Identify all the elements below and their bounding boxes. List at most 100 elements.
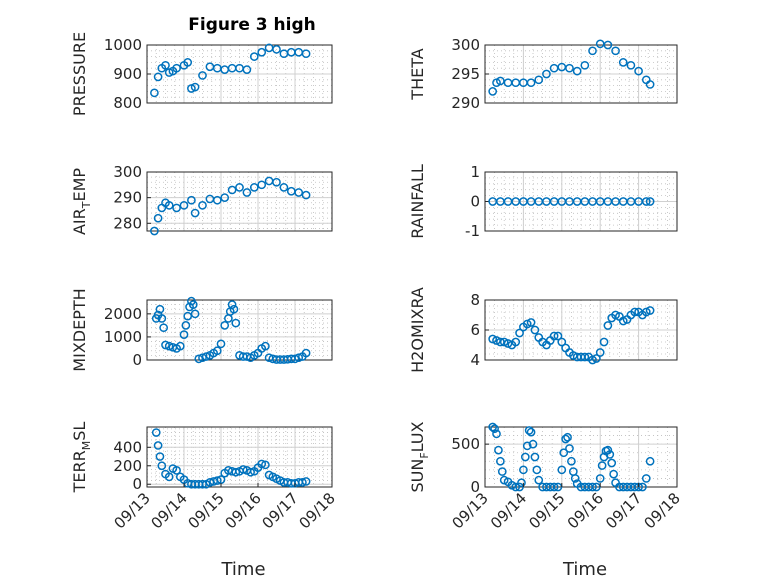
data-point <box>528 439 538 449</box>
data-point <box>609 469 618 479</box>
data-point <box>592 354 601 363</box>
y-axis-label: PRESSURE <box>70 32 89 116</box>
data-point <box>515 328 524 338</box>
data-point <box>157 461 167 471</box>
y-tick-label: 0 <box>470 478 480 496</box>
y-tick-label: 300 <box>113 163 142 181</box>
axes-box <box>146 426 333 488</box>
data-point <box>645 197 655 206</box>
data-point <box>641 474 651 483</box>
y-tick-label: 4 <box>470 351 480 369</box>
data-point <box>588 482 597 492</box>
subplot-mixdepth: 0 1000 2000 MIXDEPTH <box>70 288 333 372</box>
data-point <box>212 346 222 356</box>
y-tick-label: 2000 <box>104 305 142 323</box>
y-tick-label: -1 <box>465 222 480 240</box>
data-point <box>257 459 267 469</box>
y-tick-label: 295 <box>451 65 480 83</box>
data-point <box>261 460 270 470</box>
y-tick-label: 1000 <box>104 36 142 54</box>
data-point <box>272 45 281 54</box>
y-axis-label: RAINFALL <box>408 164 427 239</box>
data-point <box>561 434 570 444</box>
data-point <box>549 482 559 492</box>
data-point <box>272 177 281 187</box>
data-point <box>603 445 613 455</box>
x-axis-label: Time <box>562 559 607 580</box>
data-point <box>301 348 311 358</box>
data-point <box>187 195 196 205</box>
data-point <box>599 337 609 347</box>
data-point <box>179 330 189 339</box>
data-point <box>150 226 159 236</box>
subplot-pressure: 800 900 1000 PRESSURE <box>70 32 333 116</box>
data-point <box>216 339 226 349</box>
data-point <box>607 458 617 468</box>
subplot-sun-flux: 0500SUNFLUX09/1309/1409/1509/1609/1709/1… <box>408 421 684 580</box>
data-point <box>290 354 300 364</box>
data-point <box>526 318 536 327</box>
axes-box <box>146 171 333 232</box>
data-point <box>530 325 540 335</box>
data-point <box>212 476 222 485</box>
data-point <box>557 465 567 475</box>
data-point <box>645 80 655 89</box>
data-point <box>618 316 628 326</box>
y-tick-label: 6 <box>470 321 480 339</box>
data-point <box>198 200 207 210</box>
data-point <box>153 441 163 450</box>
data-point <box>249 183 259 192</box>
data-point <box>549 331 559 341</box>
data-point <box>511 482 521 492</box>
y-tick-label: 280 <box>113 214 142 232</box>
data-point <box>229 304 239 314</box>
data-point <box>565 444 574 453</box>
data-point <box>249 52 259 61</box>
data-point <box>603 40 613 50</box>
x-tick-label: 09/14 <box>148 489 191 532</box>
axes-box <box>146 299 333 361</box>
data-point <box>496 76 505 86</box>
data-point <box>227 185 237 195</box>
data-point <box>641 307 651 317</box>
y-tick-label: 900 <box>113 65 142 83</box>
data-point <box>517 478 526 488</box>
data-point <box>172 63 181 73</box>
data-point <box>246 467 255 477</box>
data-point <box>611 310 620 320</box>
data-point <box>492 429 501 439</box>
data-point <box>164 200 174 210</box>
y-tick-label: 8 <box>470 291 480 309</box>
x-tick-label: 09/15 <box>185 489 228 532</box>
data-point <box>645 456 655 466</box>
data-point <box>618 58 628 67</box>
data-point <box>490 424 499 434</box>
data-point <box>198 71 207 80</box>
data-point <box>634 66 643 76</box>
data-point <box>151 428 161 437</box>
x-tick-label: 09/16 <box>564 489 607 532</box>
subplot-theta: 290 295 300 THETA <box>408 36 678 112</box>
y-axis-label: MIXDEPTH <box>70 288 89 371</box>
data-point <box>172 466 181 475</box>
data-point <box>530 452 540 462</box>
data-point <box>212 195 222 205</box>
data-point <box>597 461 607 470</box>
data-point <box>532 465 542 475</box>
data-point <box>155 304 165 314</box>
data-point <box>238 465 248 474</box>
y-tick-label: 290 <box>113 189 142 207</box>
data-point <box>188 300 198 309</box>
data-point <box>542 69 551 79</box>
data-point <box>519 465 528 475</box>
data-point <box>559 448 569 458</box>
data-point <box>301 477 311 486</box>
data-point <box>534 75 544 85</box>
data-point <box>570 474 580 483</box>
subplot-rainfall: -1 0 1 RAINFALL <box>408 163 678 240</box>
data-point <box>153 72 163 82</box>
data-point <box>534 475 544 485</box>
data-point <box>588 46 597 56</box>
x-tick-label: 09/15 <box>525 489 568 532</box>
data-point <box>279 183 289 192</box>
